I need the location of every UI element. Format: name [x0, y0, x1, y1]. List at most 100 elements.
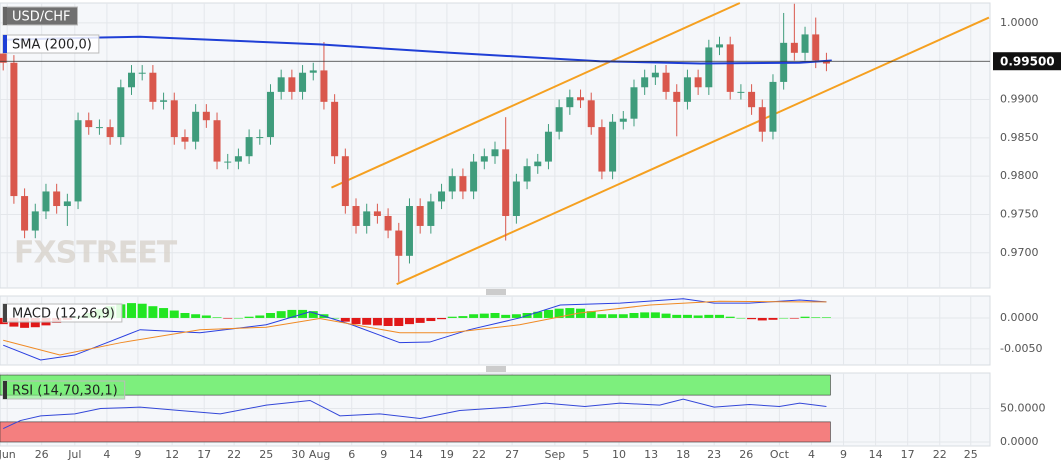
- candle-body: [74, 120, 82, 202]
- candle-body: [42, 191, 50, 212]
- panel-label: MACD (12,26,9): [2, 303, 123, 323]
- histogram-bar: [265, 313, 275, 318]
- x-tick-label: 14: [409, 448, 423, 461]
- histogram-bar: [244, 316, 254, 318]
- x-tick-label: 9: [840, 448, 847, 461]
- histogram-bar: [330, 317, 340, 319]
- candle-body: [363, 211, 371, 226]
- candle-body: [21, 196, 29, 231]
- candle-body: [373, 211, 381, 216]
- candle-body: [491, 149, 499, 157]
- x-tick-label: 13: [644, 448, 658, 461]
- price-tag: [993, 52, 1061, 71]
- price-tag-label: 0.99500: [1000, 55, 1055, 69]
- candle-body: [438, 191, 446, 202]
- histogram-bar: [415, 317, 425, 323]
- candle-body: [651, 72, 659, 78]
- histogram-bar: [800, 316, 810, 318]
- histogram-bar: [255, 315, 265, 318]
- candle-body: [512, 181, 520, 216]
- candle-body: [202, 111, 210, 121]
- x-tick-label: 22: [933, 448, 947, 461]
- candle-body: [213, 120, 221, 162]
- histogram-bar: [650, 312, 660, 318]
- trend-line: [331, 2, 741, 189]
- candle-body: [341, 156, 349, 207]
- histogram-bar: [821, 317, 831, 318]
- x-tick-label: Oct: [770, 448, 790, 461]
- x-tick-label: Jun: [0, 448, 16, 461]
- histogram-bar: [233, 317, 243, 319]
- candle-body: [320, 70, 328, 102]
- label-bar: [3, 35, 7, 53]
- candle-body: [31, 211, 39, 231]
- histogram-bar: [511, 314, 521, 318]
- histogram-bar: [715, 314, 725, 318]
- candle-body: [170, 100, 178, 138]
- histogram-bar: [404, 317, 414, 325]
- candle-body: [288, 77, 296, 92]
- panel-label: RSI (14,70,30,1): [2, 380, 126, 400]
- candle-body: [331, 101, 339, 157]
- candle-body: [587, 100, 595, 128]
- histogram-bar: [458, 316, 468, 318]
- y-tick-label: 0.0000: [1000, 311, 1039, 324]
- x-tick-label: Jul: [67, 448, 81, 461]
- x-tick-label: 23: [707, 448, 721, 461]
- panel: 0.0000 -0.0050 MACD (12,26,9): [0, 295, 1042, 366]
- x-tick-label: 10: [612, 448, 626, 461]
- histogram-bar: [554, 308, 564, 318]
- candle-body: [790, 42, 798, 53]
- candle-body: [0, 53, 7, 63]
- histogram-bar: [661, 313, 671, 318]
- x-tick-label: 5: [582, 448, 589, 461]
- candle-body: [427, 201, 435, 226]
- histogram-bar: [693, 315, 703, 318]
- candle-body: [95, 127, 103, 129]
- candle-body: [812, 34, 820, 61]
- y-tick-label: -0.0050: [1000, 342, 1042, 355]
- rsi-band: [0, 374, 831, 396]
- histogram-bar: [287, 309, 297, 318]
- candle-body: [630, 87, 638, 119]
- histogram-bar: [30, 317, 40, 328]
- histogram-bar: [201, 315, 211, 318]
- panel-handle[interactable]: [486, 289, 506, 295]
- candle-body: [758, 107, 766, 132]
- candle-body: [726, 44, 734, 92]
- histogram-bar: [191, 314, 201, 318]
- histogram-bar: [672, 314, 682, 318]
- candle-body: [277, 77, 285, 92]
- sma-line: [3, 35, 832, 65]
- candle-body: [662, 72, 670, 92]
- label-bar: [3, 381, 7, 399]
- histogram-bar: [736, 317, 746, 319]
- histogram-bar: [308, 311, 318, 318]
- histogram-bar: [223, 317, 233, 319]
- candle-body: [416, 206, 424, 226]
- candle-body: [245, 137, 253, 157]
- histogram-bar: [704, 314, 714, 318]
- histogram-bar: [159, 308, 169, 318]
- candle-body: [609, 121, 617, 172]
- histogram-bar: [565, 308, 575, 318]
- indicator-line: [3, 298, 827, 361]
- panel-handle[interactable]: [486, 366, 506, 372]
- candle-body: [566, 97, 574, 108]
- candle-body: [192, 111, 200, 142]
- candle-body: [737, 91, 745, 93]
- y-tick-label: 50.0000: [1000, 401, 1046, 414]
- candle-body: [716, 44, 724, 48]
- candle-body: [694, 77, 702, 88]
- histogram-bar: [811, 317, 821, 318]
- y-tick-label: 0.9850: [1000, 131, 1039, 144]
- x-tick-label: 19: [440, 448, 454, 461]
- y-tick-label: 0.9900: [1000, 93, 1039, 106]
- histogram-bar: [597, 314, 607, 318]
- histogram-bar: [383, 317, 393, 326]
- x-tick-label: 9: [380, 448, 387, 461]
- histogram-bar: [362, 317, 372, 325]
- plot-area: [0, 295, 991, 366]
- histogram-bar: [276, 311, 286, 318]
- y-tick-label: 0.0000: [1000, 435, 1039, 448]
